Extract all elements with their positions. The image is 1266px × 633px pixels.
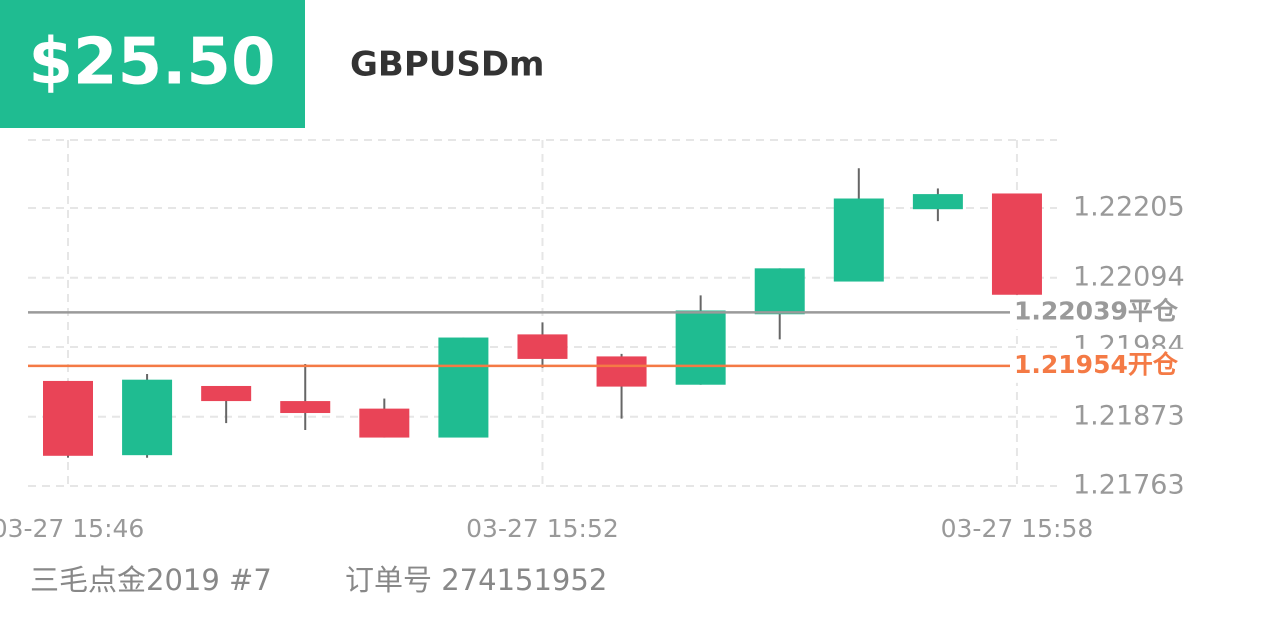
candle-body	[754, 268, 805, 315]
candle-body	[833, 198, 884, 282]
candle-body	[438, 337, 489, 438]
y-tick-label: 1.21763	[1073, 470, 1185, 501]
price-label-bg	[1012, 348, 1187, 383]
candle-body	[43, 380, 93, 456]
candle-body	[675, 310, 726, 385]
balance-box	[0, 0, 305, 128]
price-label: 1.21954开仓	[1014, 350, 1179, 379]
candle-body	[596, 356, 647, 387]
candle-body	[912, 194, 963, 210]
y-tick-label: 1.22205	[1073, 191, 1185, 222]
account: 三毛点金2019 #7	[30, 563, 272, 597]
candle-body	[201, 385, 252, 402]
y-tick-label: 1.22094	[1073, 261, 1185, 292]
candle-body	[517, 334, 568, 359]
symbol: GBPUSDm	[350, 45, 545, 85]
x-tick-label: 03-27 15:52	[466, 514, 619, 543]
candle-body	[280, 401, 331, 414]
x-tick-label: 03-27 15:46	[0, 514, 144, 543]
price-label-bg	[1012, 295, 1187, 330]
price-label: 1.22039平仓	[1014, 296, 1179, 325]
candle-body	[122, 379, 173, 456]
balance: $25.50	[29, 26, 276, 100]
order: 订单号 274151952	[345, 563, 607, 597]
x-tick-label: 03-27 15:58	[941, 514, 1094, 543]
y-tick-label: 1.21873	[1073, 400, 1185, 431]
candle-body	[359, 408, 410, 438]
candle-body	[991, 193, 1042, 295]
